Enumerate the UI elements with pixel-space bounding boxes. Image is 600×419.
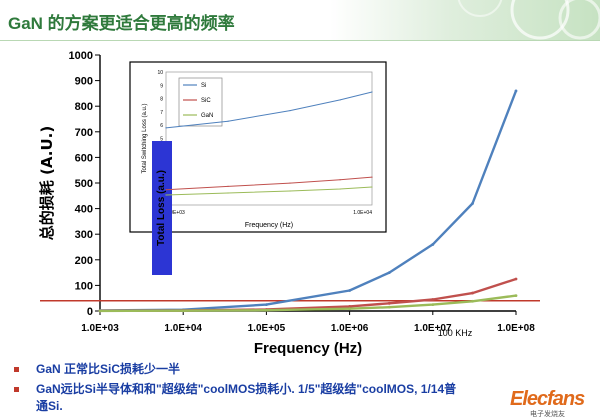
- main-x-tick-label: 1.0E+05: [248, 323, 286, 334]
- main-y-tick-label: 0: [87, 306, 93, 318]
- series-point-si: [387, 271, 391, 274]
- inset-y-tick-label: 10: [157, 70, 163, 76]
- inset-series-point-si: [339, 99, 341, 101]
- inset-y-tick-label: 5: [160, 137, 163, 143]
- loss-frequency-chart: 0 100 200 300 400 500 600 700 800 900 1000 1.0E+03 1…: [38, 50, 540, 357]
- series-point-gan: [471, 299, 474, 303]
- series-point-si: [514, 89, 518, 93]
- inset-legend-box: [178, 77, 223, 127]
- inset-y-label-overlay-text: Total Loss (a.u.): [156, 170, 167, 246]
- series-point-gan: [348, 307, 351, 311]
- main-y-tick-label: 400: [75, 204, 93, 216]
- slide-title: GaN 的方案更适合更高的频率: [8, 14, 235, 33]
- series-point-si: [265, 303, 268, 306]
- inset-series-point-sic: [227, 185, 229, 187]
- series-point-gan: [514, 294, 518, 298]
- inset-series-point-sic: [339, 179, 341, 181]
- series-point-sic: [431, 298, 435, 301]
- inset-y-tick-label: 7: [160, 110, 163, 116]
- inset-series-point-si: [289, 109, 291, 112]
- inset-series-point-gan: [371, 186, 373, 188]
- series-point-si: [348, 289, 351, 292]
- main-y-tick-label: 700: [75, 127, 93, 139]
- inset-x-tick-label: 1.0E+04: [353, 210, 372, 216]
- inset-series-point-sic: [165, 189, 167, 191]
- inset-x-tick-label: 1.0E+03: [166, 210, 185, 216]
- logo-text: Elecfans: [510, 388, 585, 410]
- inset-y-label-overlay: [152, 141, 172, 275]
- main-y-tick-label: 300: [75, 229, 93, 241]
- series-point-gan: [431, 303, 435, 306]
- series-point-gan: [98, 309, 102, 313]
- inset-x-axis-label: Frequency (Hz): [245, 222, 293, 229]
- inset-series-point-gan: [165, 194, 167, 196]
- main-x-tick-label: 1.0E+04: [164, 323, 202, 334]
- inset-plot-area: [165, 71, 373, 206]
- main-y-tick-label: 100: [75, 280, 93, 292]
- inset-series-point-gan: [227, 192, 229, 194]
- main-y-tick-label: 500: [75, 178, 93, 190]
- main-x-tick-label: 1.0E+07: [414, 323, 452, 334]
- bullet-gan-vs-si: GaN远比Si半导体和和"超级结"coolMOS损耗小. 1/5"超级结"coo…: [36, 382, 457, 396]
- bullet-gan-vs-si-continued: 通Si.: [36, 399, 63, 413]
- series-point-si: [431, 243, 435, 246]
- main-y-tick-label: 800: [75, 101, 93, 113]
- inset-frame: [129, 61, 387, 233]
- inset-series-point-sic: [289, 182, 291, 184]
- annotation-100khz: 100 KHz: [438, 328, 473, 338]
- series-point-si: [471, 202, 474, 205]
- inset-y-tick-label: 6: [160, 123, 163, 129]
- elecfans-logo: Elecfans 电子发烧友: [510, 388, 600, 418]
- series-point-gan: [181, 309, 185, 313]
- inset-y-tick-label: 9: [160, 83, 163, 89]
- inset-y-axis-label: Total Switching Loss (a.u.): [142, 103, 148, 173]
- series-line-gan: [99, 294, 517, 313]
- main-y-tick-label: 1000: [69, 50, 93, 62]
- slide-header: GaN 的方案更适合更高的频率: [0, 0, 600, 41]
- series-point-sic: [514, 277, 518, 281]
- series-point-gan: [387, 305, 391, 309]
- main-y-tick-label: 600: [75, 152, 93, 164]
- main-x-axis-label: Frequency (Hz): [254, 340, 362, 357]
- main-y-tick-label: 200: [75, 255, 93, 267]
- inset-legend-label: GaN: [201, 113, 213, 119]
- bullet-gan-vs-sic: GaN 正常比SiC损耗少一半: [36, 362, 181, 376]
- main-x-tick-label: 1.0E+08: [497, 323, 535, 334]
- inset-series-point-si: [371, 91, 373, 93]
- main-y-tick-label: 900: [75, 76, 93, 88]
- main-y-axis-label: 总的损耗 (A.U.): [38, 126, 56, 240]
- inset-y-tick-label: 8: [160, 97, 163, 103]
- inset-series-point-sic: [371, 176, 373, 178]
- inset-series-point-si: [165, 127, 167, 129]
- logo-subtext: 电子发烧友: [530, 411, 565, 418]
- series-point-sic: [387, 301, 391, 305]
- series-line-si: [99, 90, 518, 312]
- bullet-marker: [14, 387, 19, 392]
- bullet-marker: [14, 367, 19, 372]
- series-point-sic: [471, 291, 474, 295]
- inset-legend-label: SiC: [201, 98, 211, 104]
- main-x-tick-label: 1.0E+03: [81, 323, 119, 334]
- series-line-sic: [99, 277, 517, 312]
- inset-series-point-si: [227, 120, 229, 122]
- inset-series-point-gan: [339, 188, 341, 190]
- main-x-tick-label: 1.0E+06: [331, 323, 369, 334]
- series-point-sic: [348, 304, 351, 308]
- inset-legend-label: Si: [201, 83, 206, 89]
- inset-series-point-gan: [289, 190, 291, 192]
- series-point-gan: [265, 308, 268, 312]
- header-decoration-icon: [457, 0, 600, 40]
